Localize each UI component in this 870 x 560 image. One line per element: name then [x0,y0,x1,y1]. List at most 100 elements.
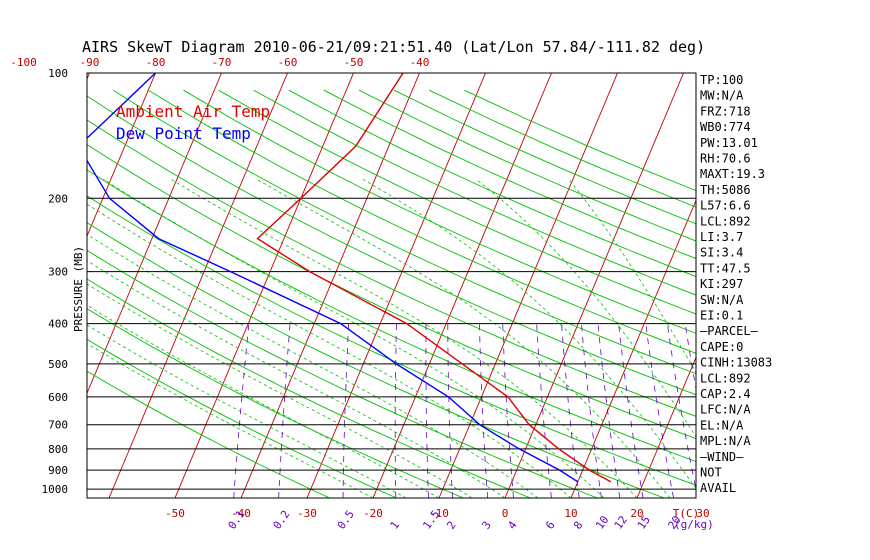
dry-adiabat-line [87,278,531,498]
index-entry: TH:5086 [700,183,751,197]
isotherm-line [0,73,24,498]
dry-adiabat-line [288,89,696,278]
dry-adiabat-line [218,89,696,315]
isotherm-line [87,73,222,395]
y-axis-label: PRESSURE (MB) [72,246,85,332]
dry-adiabat-line [87,144,696,440]
moist-adiabat-line [87,304,440,498]
dry-adiabat-line [87,195,696,486]
top-temp-tick-label: -100 [10,56,37,69]
index-entry: EI:0.1 [700,309,743,323]
moist-adiabat-line [87,283,473,498]
dry-adiabat-line [87,249,598,498]
bottom-temp-tick-label: -20 [363,507,383,520]
mixing-ratio-line [479,323,488,498]
axes-group: 1002003004005006007008009001000-120-110-… [10,56,714,532]
mixing-ratio-tick-label: 2 [444,519,458,532]
dry-adiabat-line [358,89,696,242]
pressure-tick-label: 600 [48,391,68,404]
isotherm-line [87,73,156,238]
mixing-ratio-tick-label: 6 [543,519,557,532]
pressure-tick-label: 400 [48,318,68,331]
moist-adiabat-line [87,203,572,498]
mixing-ratio-tick-label: 8 [571,519,585,532]
index-entry: LFC:N/A [700,403,751,417]
index-entry: TP:100 [700,73,743,87]
mixing-ratio-line [645,323,674,498]
index-entry: WB0:774 [700,120,751,134]
plot-frame [86,72,697,499]
mixing-ratio-tick-label: 1 [388,519,402,532]
mixing-ratio-line [581,323,602,498]
dry-adiabat-line [253,89,696,296]
index-entry: TT:47.5 [700,261,751,275]
moist-adiabat-line [256,178,671,498]
dry-adiabat-line [429,89,696,208]
bottom-temp-tick-label: -30 [297,507,317,520]
index-entry: EL:N/A [700,418,744,432]
top-temp-tick-label: -80 [146,56,166,69]
isotherm-line [835,73,870,498]
index-entry: SW:N/A [700,293,744,307]
bottom-temp-tick-label: 30 [696,507,709,520]
series-group [87,73,612,483]
isotherm-line [504,73,684,498]
pressure-tick-label: 900 [48,464,68,477]
isotherm-line [306,73,486,498]
dry-adiabat-line [87,222,665,498]
index-entry: L57:6.6 [700,199,751,213]
mixing-ratio-line [684,323,696,392]
index-entry: CAP:2.4 [700,387,751,401]
isotherm-line [570,199,696,498]
dewpoint-line [87,73,579,483]
isotherm-line [372,73,552,498]
dry-adiabat-line [464,89,696,192]
top-temp-tick-label: -70 [212,56,232,69]
isotherm-line [636,356,696,498]
dry-adiabat-line [87,338,397,498]
moist-adiabat-line [170,178,638,498]
index-entry: LCL:892 [700,214,751,228]
index-entry: SI:3.4 [700,246,743,260]
mixing-ratio-line [425,323,429,498]
top-temp-tick-label: -90 [80,56,100,69]
index-entry: FRZ:718 [700,104,751,118]
mixing-ratio-line [394,323,397,498]
bottom-temp-tick-label: 10 [564,507,577,520]
temperature-line [256,73,612,483]
mixing-ratio-line [618,323,644,498]
index-entry: MW:N/A [700,89,744,103]
pressure-tick-label: 800 [48,443,68,456]
mixing-ratio-tick-label: 20 [665,513,683,531]
moist-adiabat-line [362,178,696,490]
index-entry: LCL:892 [700,371,751,385]
bottom-temp-tick-label: 0 [502,507,509,520]
moist-adiabat-line [87,260,506,498]
bottom-temp-tick-label: -10 [429,507,449,520]
bottom-temp-tick-label: -40 [231,507,251,520]
mixing-ratio-tick-label: 0.2 [271,508,293,532]
index-entry: RH:70.6 [700,152,751,166]
dry-adiabat-line [87,95,696,396]
index-entry: AVAIL [700,481,736,495]
mixing-ratio-tick-label: 3 [479,519,493,532]
top-temp-tick-label: -50 [344,56,364,69]
mixing-ratio-tick-label: 4 [505,519,520,532]
pressure-tick-label: 700 [48,419,68,432]
pressure-tick-label: 200 [48,192,68,205]
index-entry: CINH:13083 [700,356,772,370]
dry-adiabat-line [87,308,464,498]
dry-adiabat-line [112,89,696,375]
mixing-ratio-tick-label: 12 [612,513,630,531]
chart-title: AIRS SkewT Diagram 2010-06-21/09:21:51.4… [82,38,705,56]
temp-unit-label: T(C) [673,507,700,520]
dry-adiabat-line [323,89,696,260]
dry-adiabat-line [148,89,696,354]
top-temp-tick-label: -40 [410,56,430,69]
index-entry: NOT [700,466,722,480]
index-entry: MPL:N/A [700,434,751,448]
mixing-ratio-unit-label: (g/kg) [674,518,714,531]
index-entry: —WIND— [700,450,744,464]
index-entry: CAPE:0 [700,340,743,354]
isotherm-line [769,73,870,498]
